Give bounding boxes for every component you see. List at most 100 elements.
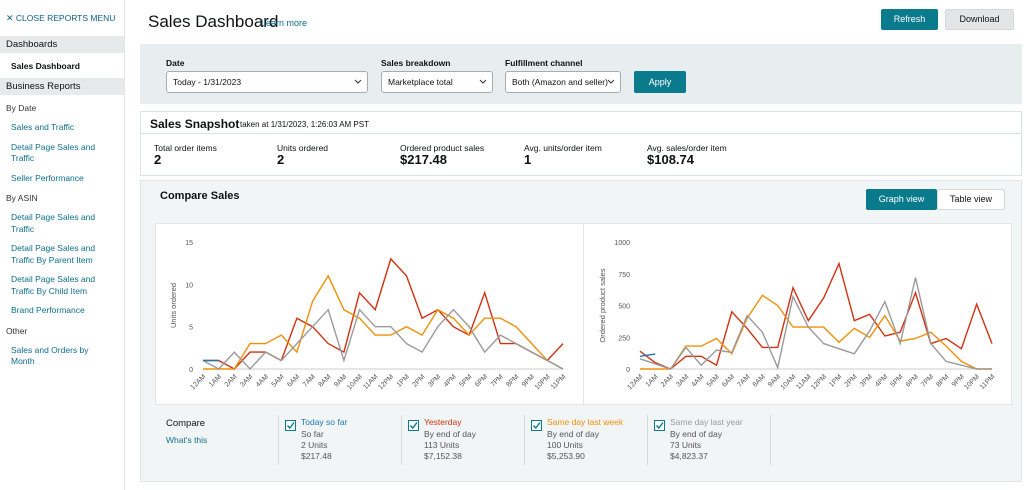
check [286, 421, 295, 430]
nav-link[interactable]: Detail Page Sales and Traffic [0, 209, 124, 240]
metric-label: Total order items [154, 143, 217, 153]
x-tick-label: 7PM [920, 373, 935, 388]
checkbox[interactable] [285, 420, 296, 431]
y-tick-label: 0 [626, 367, 630, 374]
x-tick-label: 3AM [239, 373, 254, 388]
learn-more[interactable]: Learn more [261, 18, 307, 28]
chevron [607, 79, 615, 85]
nav-sub: Other [0, 322, 124, 342]
metric-label: Avg. units/order item [524, 143, 602, 153]
nav-link[interactable]: Detail Page Sales and Traffic [0, 139, 124, 170]
x-tick-label: 7AM [302, 373, 317, 388]
x-tick-label: 4PM [443, 373, 458, 388]
nav-sub: By ASIN [0, 189, 124, 209]
y-tick-label: 1000 [614, 240, 630, 247]
y-tick-label: 10 [185, 282, 193, 289]
y-axis-title: Units ordered [169, 283, 178, 328]
graph-view[interactable]: Graph view [866, 189, 937, 210]
check [409, 421, 418, 430]
legend-units: 113 Units [424, 440, 459, 452]
refresh-button[interactable]: Refresh [881, 9, 938, 30]
nav-header: Business Reports [0, 78, 124, 95]
legend-units: 2 Units [301, 440, 327, 452]
x-tick-label: 6AM [721, 373, 736, 388]
y-tick-label: 5 [189, 325, 193, 332]
snapshot-title: Sales Snapshot [150, 117, 239, 131]
legend-period: So far [301, 429, 324, 441]
separator [770, 415, 771, 465]
metric-value: 2 [277, 152, 284, 167]
table-view[interactable]: Table view [937, 189, 1005, 210]
metric-value: $108.74 [647, 152, 694, 167]
x-tick-label: 6AM [286, 373, 301, 388]
series-line [640, 295, 992, 369]
x-tick-label: 11AM [362, 373, 380, 391]
close-menu[interactable]: ✕ CLOSE REPORTS MENU [6, 13, 115, 24]
metric-value: 2 [154, 152, 161, 167]
x-tick-label: 1AM [208, 373, 223, 388]
nav-link[interactable]: Sales and Orders by Month [0, 342, 124, 373]
y-axis-title: Ordered product sales [598, 268, 607, 342]
series-line [203, 310, 563, 369]
x-tick-label: 6PM [474, 373, 489, 388]
x-tick-label: 12PM [377, 373, 395, 391]
metric-value: 1 [524, 152, 531, 167]
page-title: Sales Dashboard [148, 12, 278, 32]
legend-period: By end of day [547, 429, 599, 441]
legend-period: By end of day [424, 429, 476, 441]
y-tick-label: 15 [185, 240, 193, 247]
checkbox[interactable] [654, 420, 665, 431]
apply-button[interactable]: Apply [634, 71, 686, 93]
x-tick-label: 11PM [979, 373, 997, 391]
nav-link[interactable]: Detail Page Sales and Traffic By Child I… [0, 271, 124, 302]
x-tick-label: 2AM [660, 373, 675, 388]
nav-active[interactable]: Sales Dashboard [0, 57, 124, 76]
series-line [203, 276, 563, 369]
x-tick-label: 12AM [627, 373, 645, 391]
nav-link[interactable]: Detail Page Sales and Traffic By Parent … [0, 240, 124, 271]
x-tick-label: 5AM [271, 373, 286, 388]
whats-this[interactable]: What's this [166, 435, 207, 445]
nav-link[interactable]: Seller Performance [0, 170, 124, 190]
channel-select[interactable]: Both (Amazon and seller) [505, 71, 621, 93]
x-tick-label: 11AM [795, 373, 813, 391]
y-tick-label: 250 [618, 335, 630, 342]
x-tick-label: 10PM [963, 373, 981, 391]
x-tick-label: 3AM [675, 373, 690, 388]
chevron [354, 79, 362, 85]
snapshot-time: taken at 1/31/2023, 1:26:03 AM PST [240, 120, 369, 129]
divider [140, 133, 1022, 134]
y-tick-label: 0 [189, 367, 193, 374]
compare-label: Compare [166, 418, 205, 429]
x-tick-label: 4AM [690, 373, 705, 388]
legend-name: Yesterday [424, 417, 462, 429]
close-text[interactable]: CLOSE REPORTS MENU [16, 13, 116, 23]
filter-label: Fulfillment channel [505, 58, 582, 68]
separator [524, 415, 525, 465]
filter-label: Sales breakdown [381, 58, 450, 68]
x-tick-label: 4PM [874, 373, 889, 388]
x-tick-label: 2PM [411, 373, 426, 388]
legend-units: 100 Units [547, 440, 583, 452]
compare-title: Compare Sales [160, 190, 239, 202]
x-tick-label: 7PM [490, 373, 505, 388]
separator [278, 415, 279, 465]
x-tick-label: 5PM [889, 373, 904, 388]
breakdown-select[interactable]: Marketplace total [381, 71, 493, 93]
checkbox[interactable] [531, 420, 542, 431]
legend-name: Today so far [301, 417, 347, 429]
nav-sub: By Date [0, 99, 124, 119]
legend-sales: $4,823.37 [670, 451, 708, 463]
nav-link[interactable]: Brand Performance [0, 302, 124, 322]
check [655, 421, 664, 430]
nav-link[interactable]: Sales and Traffic [0, 119, 124, 139]
download-button[interactable]: Download [945, 9, 1014, 30]
x-tick-label: 1PM [396, 373, 411, 388]
legend-sales: $217.48 [301, 451, 332, 463]
checkbox[interactable] [408, 420, 419, 431]
date-select[interactable]: Today - 1/31/2023 [166, 71, 368, 93]
nav-header: Dashboards [0, 36, 124, 53]
x-tick-label: 2AM [224, 373, 239, 388]
